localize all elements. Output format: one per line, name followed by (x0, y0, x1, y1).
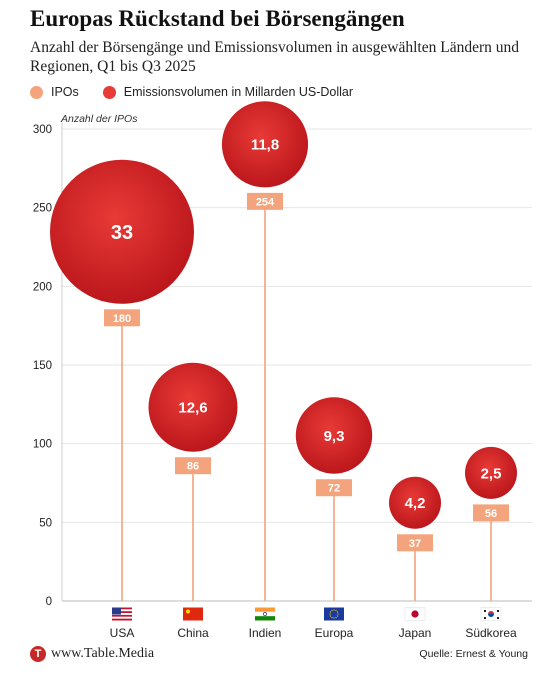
volume-bubble (50, 159, 194, 304)
flag-india-icon (255, 607, 275, 621)
ipo-label: 180 (113, 313, 131, 325)
chart-legend: IPOs Emissionsvolumen in Millarden US-Do… (30, 82, 377, 102)
ipo-marker (473, 504, 509, 522)
volume-bubble (295, 397, 373, 474)
ipo-label: 72 (328, 483, 340, 495)
flag-south-korea-icon (480, 607, 502, 621)
legend-item-volume: Emissionsvolumen in Millarden US-Dollar (102, 85, 354, 99)
volume-bubble (148, 362, 238, 452)
x-tick-label: Südkorea (465, 626, 517, 640)
y-axis-title: Anzahl der IPOs (61, 113, 138, 125)
flag-eu-icon (324, 607, 344, 621)
y-tick-label: 0 (46, 596, 52, 608)
y-tick-label: 200 (33, 281, 52, 293)
legend-label-ipos: IPOs (51, 85, 79, 99)
y-tick-label: 250 (33, 203, 52, 215)
flag-japan-icon (404, 607, 426, 621)
x-tick-label: Japan (399, 626, 432, 640)
legend-label-volume: Emissionsvolumen in Millarden US-Dollar (123, 85, 354, 99)
chart-title: Europas Rückstand bei Börsengängen (30, 6, 405, 31)
legend-item-ipos: IPOs (30, 85, 79, 99)
ipo-label: 37 (409, 538, 421, 550)
ipo-marker (316, 479, 352, 497)
ipo-marker (104, 309, 140, 327)
ipo-label: 56 (485, 508, 497, 520)
ipo-label: 86 (187, 461, 199, 473)
y-tick-label: 300 (33, 124, 52, 136)
x-tick-label: China (177, 626, 209, 640)
volume-bubble (221, 101, 309, 188)
chart-subtitle: Anzahl der Börsengänge und Emissionsvolu… (30, 39, 519, 75)
x-tick-label: Europa (315, 626, 354, 640)
y-tick-label: 50 (39, 517, 52, 529)
ipo-marker (247, 192, 283, 210)
brand-url: www.Table.Media (51, 646, 155, 661)
ipo-label: 254 (256, 196, 275, 208)
ipo-marker (397, 534, 433, 552)
table-media-logo-icon: T (30, 646, 46, 662)
legend-swatch-ipos (30, 85, 43, 99)
volume-label: 33 (111, 222, 133, 244)
volume-label: 12,6 (178, 400, 207, 417)
ipo-marker (175, 457, 211, 475)
y-tick-label: 150 (33, 360, 52, 372)
volume-bubble (465, 446, 517, 499)
legend-swatch-volume (102, 85, 116, 99)
x-tick-label: USA (110, 626, 135, 640)
flag-china-icon (183, 607, 203, 621)
source-note: Quelle: Ernest & Young (419, 648, 528, 660)
flag-usa-icon (112, 607, 132, 621)
volume-label: 4,2 (405, 495, 426, 512)
y-tick-label: 100 (33, 439, 52, 451)
volume-label: 9,3 (324, 428, 345, 445)
brand-logo[interactable]: T www.Table.Media (30, 646, 154, 662)
volume-label: 11,8 (251, 137, 279, 154)
volume-bubble (389, 476, 441, 529)
x-tick-label: Indien (249, 626, 282, 640)
volume-label: 2,5 (481, 465, 502, 482)
